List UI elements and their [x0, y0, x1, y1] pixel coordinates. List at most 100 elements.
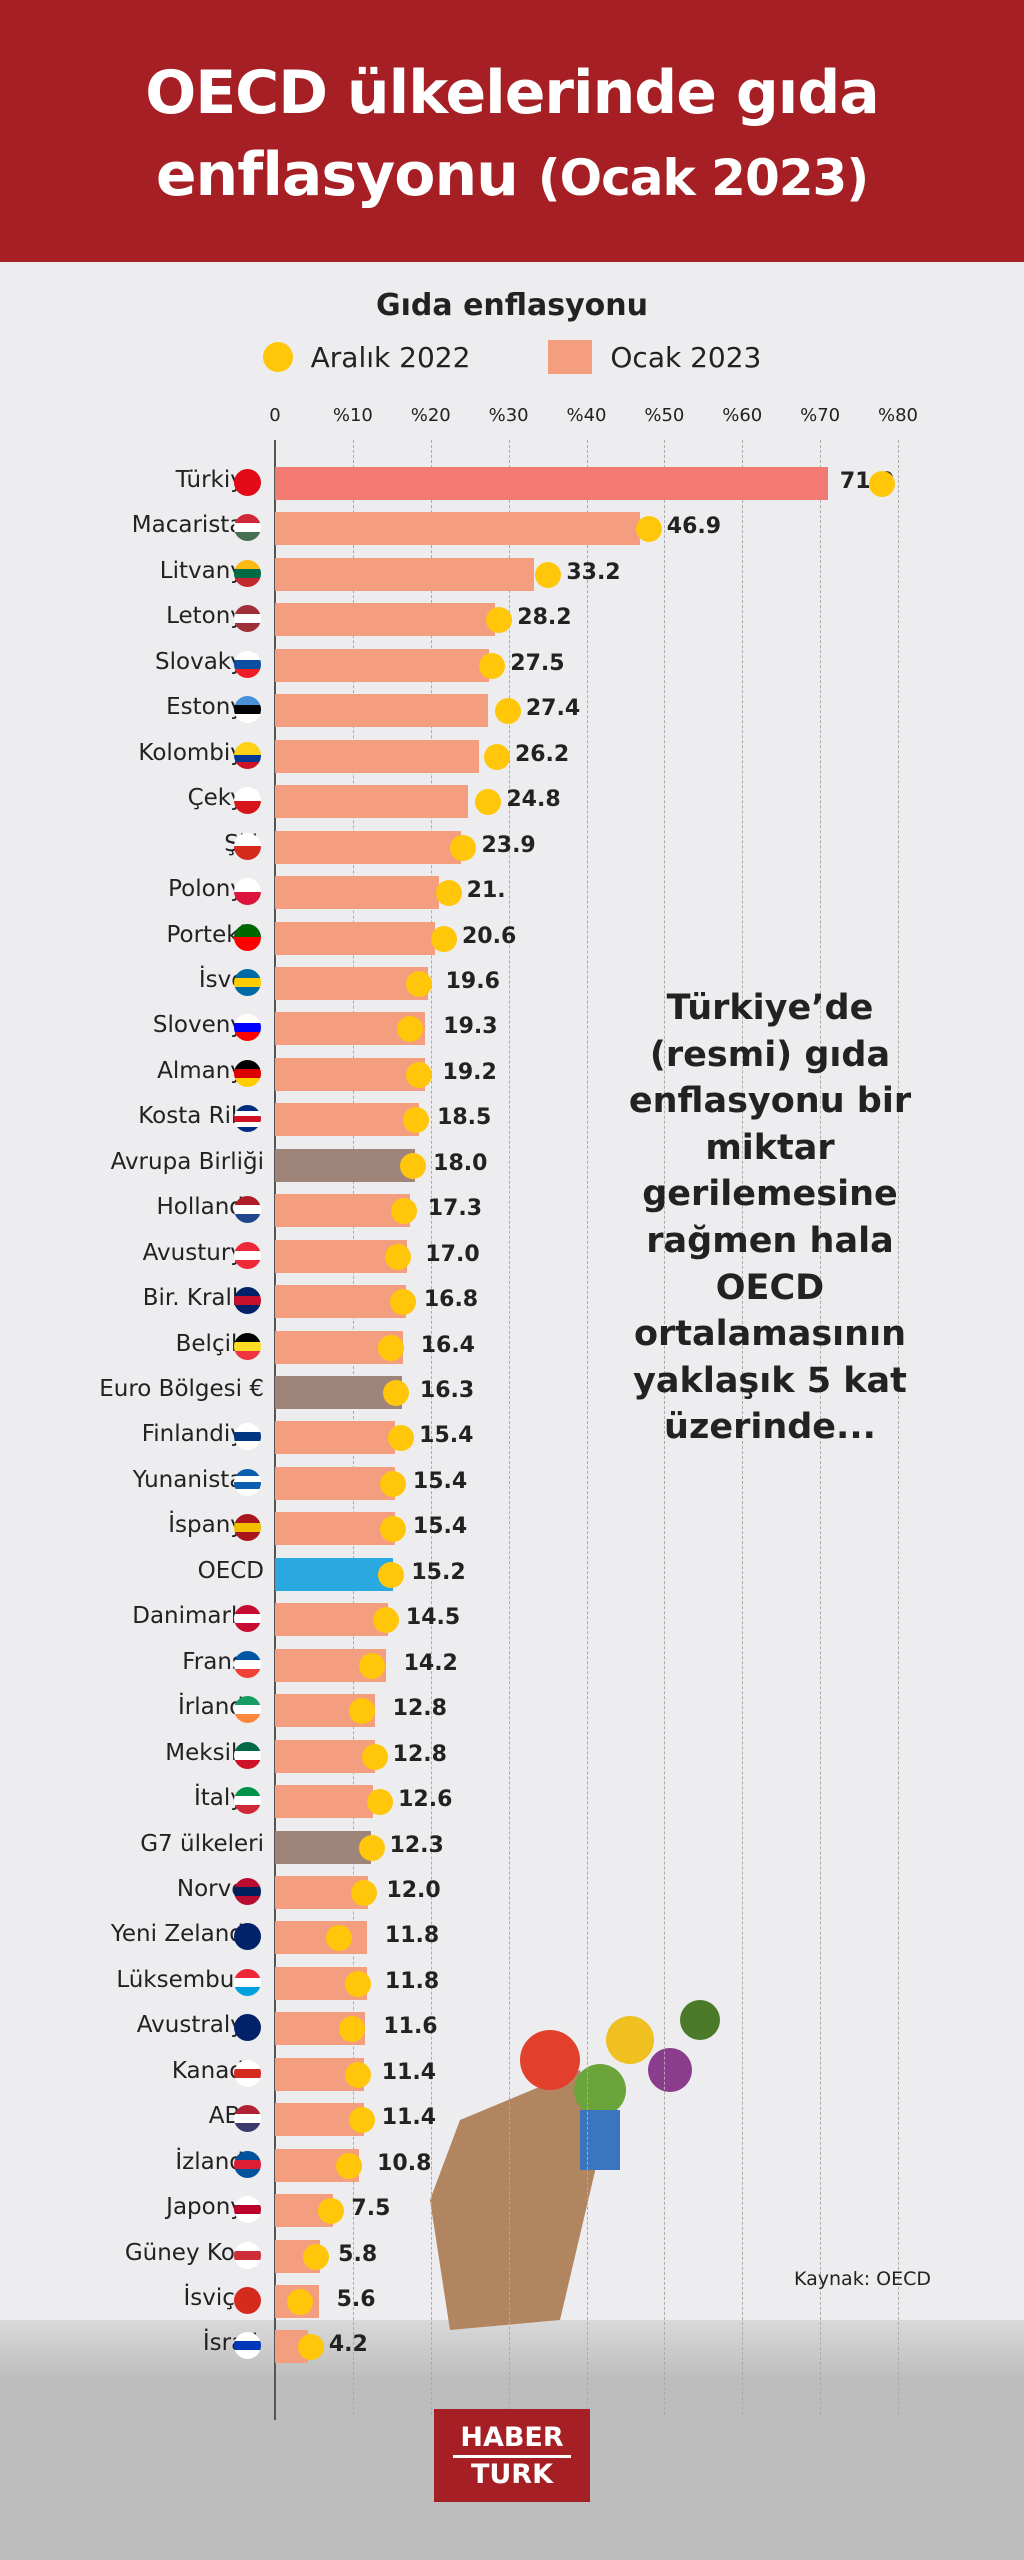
- chart-row: Kanada 11.4: [0, 2052, 1024, 2096]
- dot-aralik-2022: [325, 1925, 352, 1952]
- dot-aralik-2022: [367, 1789, 394, 1816]
- chart-row: Şili23.9: [0, 825, 1024, 869]
- bar-ocak-2023: [275, 739, 480, 773]
- dot-aralik-2022: [385, 1243, 412, 1270]
- chart-row: Portekiz 20.6: [0, 916, 1024, 960]
- value-label: 11.6: [383, 2014, 438, 2040]
- value-label: 14.5: [405, 1605, 461, 1631]
- dot-aralik-2022: [494, 698, 521, 725]
- dot-aralik-2022: [869, 471, 896, 497]
- flag-icon: [234, 1287, 261, 1315]
- flag-icon: [234, 1014, 261, 1042]
- legend-label-jan: Ocak 2023: [610, 340, 762, 374]
- chart-row: İsveç 19.6: [0, 961, 1024, 1005]
- x-tick-label: %50: [644, 405, 685, 426]
- dot-aralik-2022: [318, 2198, 345, 2225]
- dot-aralik-2022: [339, 2016, 366, 2043]
- chart-row: Güney Kore 5.8: [0, 2234, 1024, 2278]
- flag-icon: [234, 1241, 261, 1269]
- dot-aralik-2022: [483, 743, 510, 770]
- gridline: [742, 440, 744, 2415]
- chart-row: Kolombiya 26.2: [0, 734, 1024, 778]
- bar-ocak-2023: [275, 1194, 410, 1228]
- dot-aralik-2022: [406, 1061, 433, 1088]
- dot-aralik-2022: [486, 607, 513, 634]
- flag-icon: [234, 1605, 261, 1633]
- bar-ocak-2023: [275, 2103, 364, 2137]
- chart-row: Yeni Zelanda 11.8: [0, 1915, 1024, 1959]
- dot-aralik-2022: [378, 1561, 405, 1588]
- value-label: 16.8: [423, 1287, 479, 1313]
- bar-ocak-2023: [275, 1739, 375, 1773]
- flag-icon: [234, 832, 261, 860]
- flag-icon: [234, 968, 261, 996]
- x-tick-label: %30: [488, 405, 529, 426]
- value-label: 16.4: [420, 1332, 475, 1358]
- flag-icon: [234, 1468, 261, 1496]
- chart-row: İrlanda 12.8: [0, 1688, 1024, 1732]
- flag-icon: [234, 1332, 261, 1360]
- flag-icon: [234, 1514, 261, 1542]
- value-label: 19.3: [443, 1014, 498, 1040]
- dot-aralik-2022: [389, 1289, 416, 1316]
- chart-row: Danimarka 14.5: [0, 1597, 1024, 1641]
- x-tick-label: %70: [800, 405, 841, 426]
- x-tick-label: %40: [566, 405, 607, 426]
- page-title-line1: OECD ülkelerinde gıda: [145, 58, 880, 128]
- chart-row: Avusturya 17.0: [0, 1234, 1024, 1278]
- flag-icon: [234, 1968, 261, 1996]
- value-label: 12.3: [389, 1832, 444, 1858]
- flag-icon: [234, 1105, 261, 1133]
- value-label: 19.6: [445, 968, 500, 994]
- x-tick-label: %20: [410, 405, 451, 426]
- dot-aralik-2022: [435, 880, 462, 907]
- value-label: 7.5: [351, 2196, 391, 2222]
- x-tick-label: 0: [269, 405, 281, 426]
- flag-icon: [234, 2241, 261, 2269]
- chart-row: İtalya 12.6: [0, 1779, 1024, 1823]
- dot-aralik-2022: [350, 1879, 377, 1906]
- chart-row: Almanya 19.2: [0, 1052, 1024, 1096]
- dot-aralik-2022: [358, 1652, 385, 1679]
- value-label: 11.4: [381, 2059, 437, 2085]
- category-label: G7 ülkeleri: [140, 1830, 264, 1857]
- value-label: 12.8: [392, 1696, 447, 1722]
- chart-row: Avustralya 11.6: [0, 2006, 1024, 2050]
- flag-icon: [234, 2150, 261, 2178]
- gridline: [586, 440, 588, 2415]
- flag-icon: [234, 2059, 261, 2087]
- chart-row: Litvanya 33.2: [0, 552, 1024, 596]
- flag-icon: [234, 1741, 261, 1769]
- chart-row: Meksika 12.8: [0, 1734, 1024, 1778]
- value-label: 18.0: [433, 1150, 488, 1176]
- flag-icon: [234, 2287, 261, 2314]
- chart-row: İsrail 4.2: [0, 2324, 1024, 2368]
- value-label: 12.0: [386, 1877, 441, 1903]
- chart-row: İsviçre 5.6: [0, 2279, 1024, 2323]
- chart-row: Japonya 7.5: [0, 2188, 1024, 2232]
- flag-icon: [234, 605, 261, 633]
- dot-aralik-2022: [345, 1970, 372, 1997]
- bar-ocak-2023: [275, 876, 439, 910]
- value-label: 15.4: [412, 1468, 468, 1494]
- chart-row: Slovenya 19.3: [0, 1006, 1024, 1050]
- flag-icon: [234, 514, 261, 542]
- legend-label-dec: Aralık 2022: [310, 340, 471, 374]
- dot-aralik-2022: [358, 1834, 385, 1861]
- value-label: 12.6: [398, 1787, 453, 1813]
- value-label: 16.3: [419, 1378, 475, 1403]
- flag-icon: [234, 1696, 261, 1724]
- dot-aralik-2022: [383, 1380, 410, 1406]
- dot-aralik-2022: [380, 1470, 407, 1497]
- gridline: [508, 440, 510, 2415]
- chart-row: Finlandiya 15.4: [0, 1415, 1024, 1459]
- bar-ocak-2023: [275, 467, 828, 500]
- dot-aralik-2022: [286, 2289, 313, 2315]
- annotation-text: Türkiye’de (resmi) gıda enflasyonu bir m…: [628, 988, 912, 1448]
- dot-aralik-2022: [380, 1516, 407, 1543]
- legend: Aralık 2022 Ocak 2023: [0, 340, 1024, 374]
- dot-aralik-2022: [378, 1334, 405, 1361]
- bar-ocak-2023: [275, 1285, 406, 1319]
- logo-line1: HABER: [460, 2422, 564, 2453]
- page-title-line2: enflasyonu (Ocak 2023): [0, 140, 1024, 210]
